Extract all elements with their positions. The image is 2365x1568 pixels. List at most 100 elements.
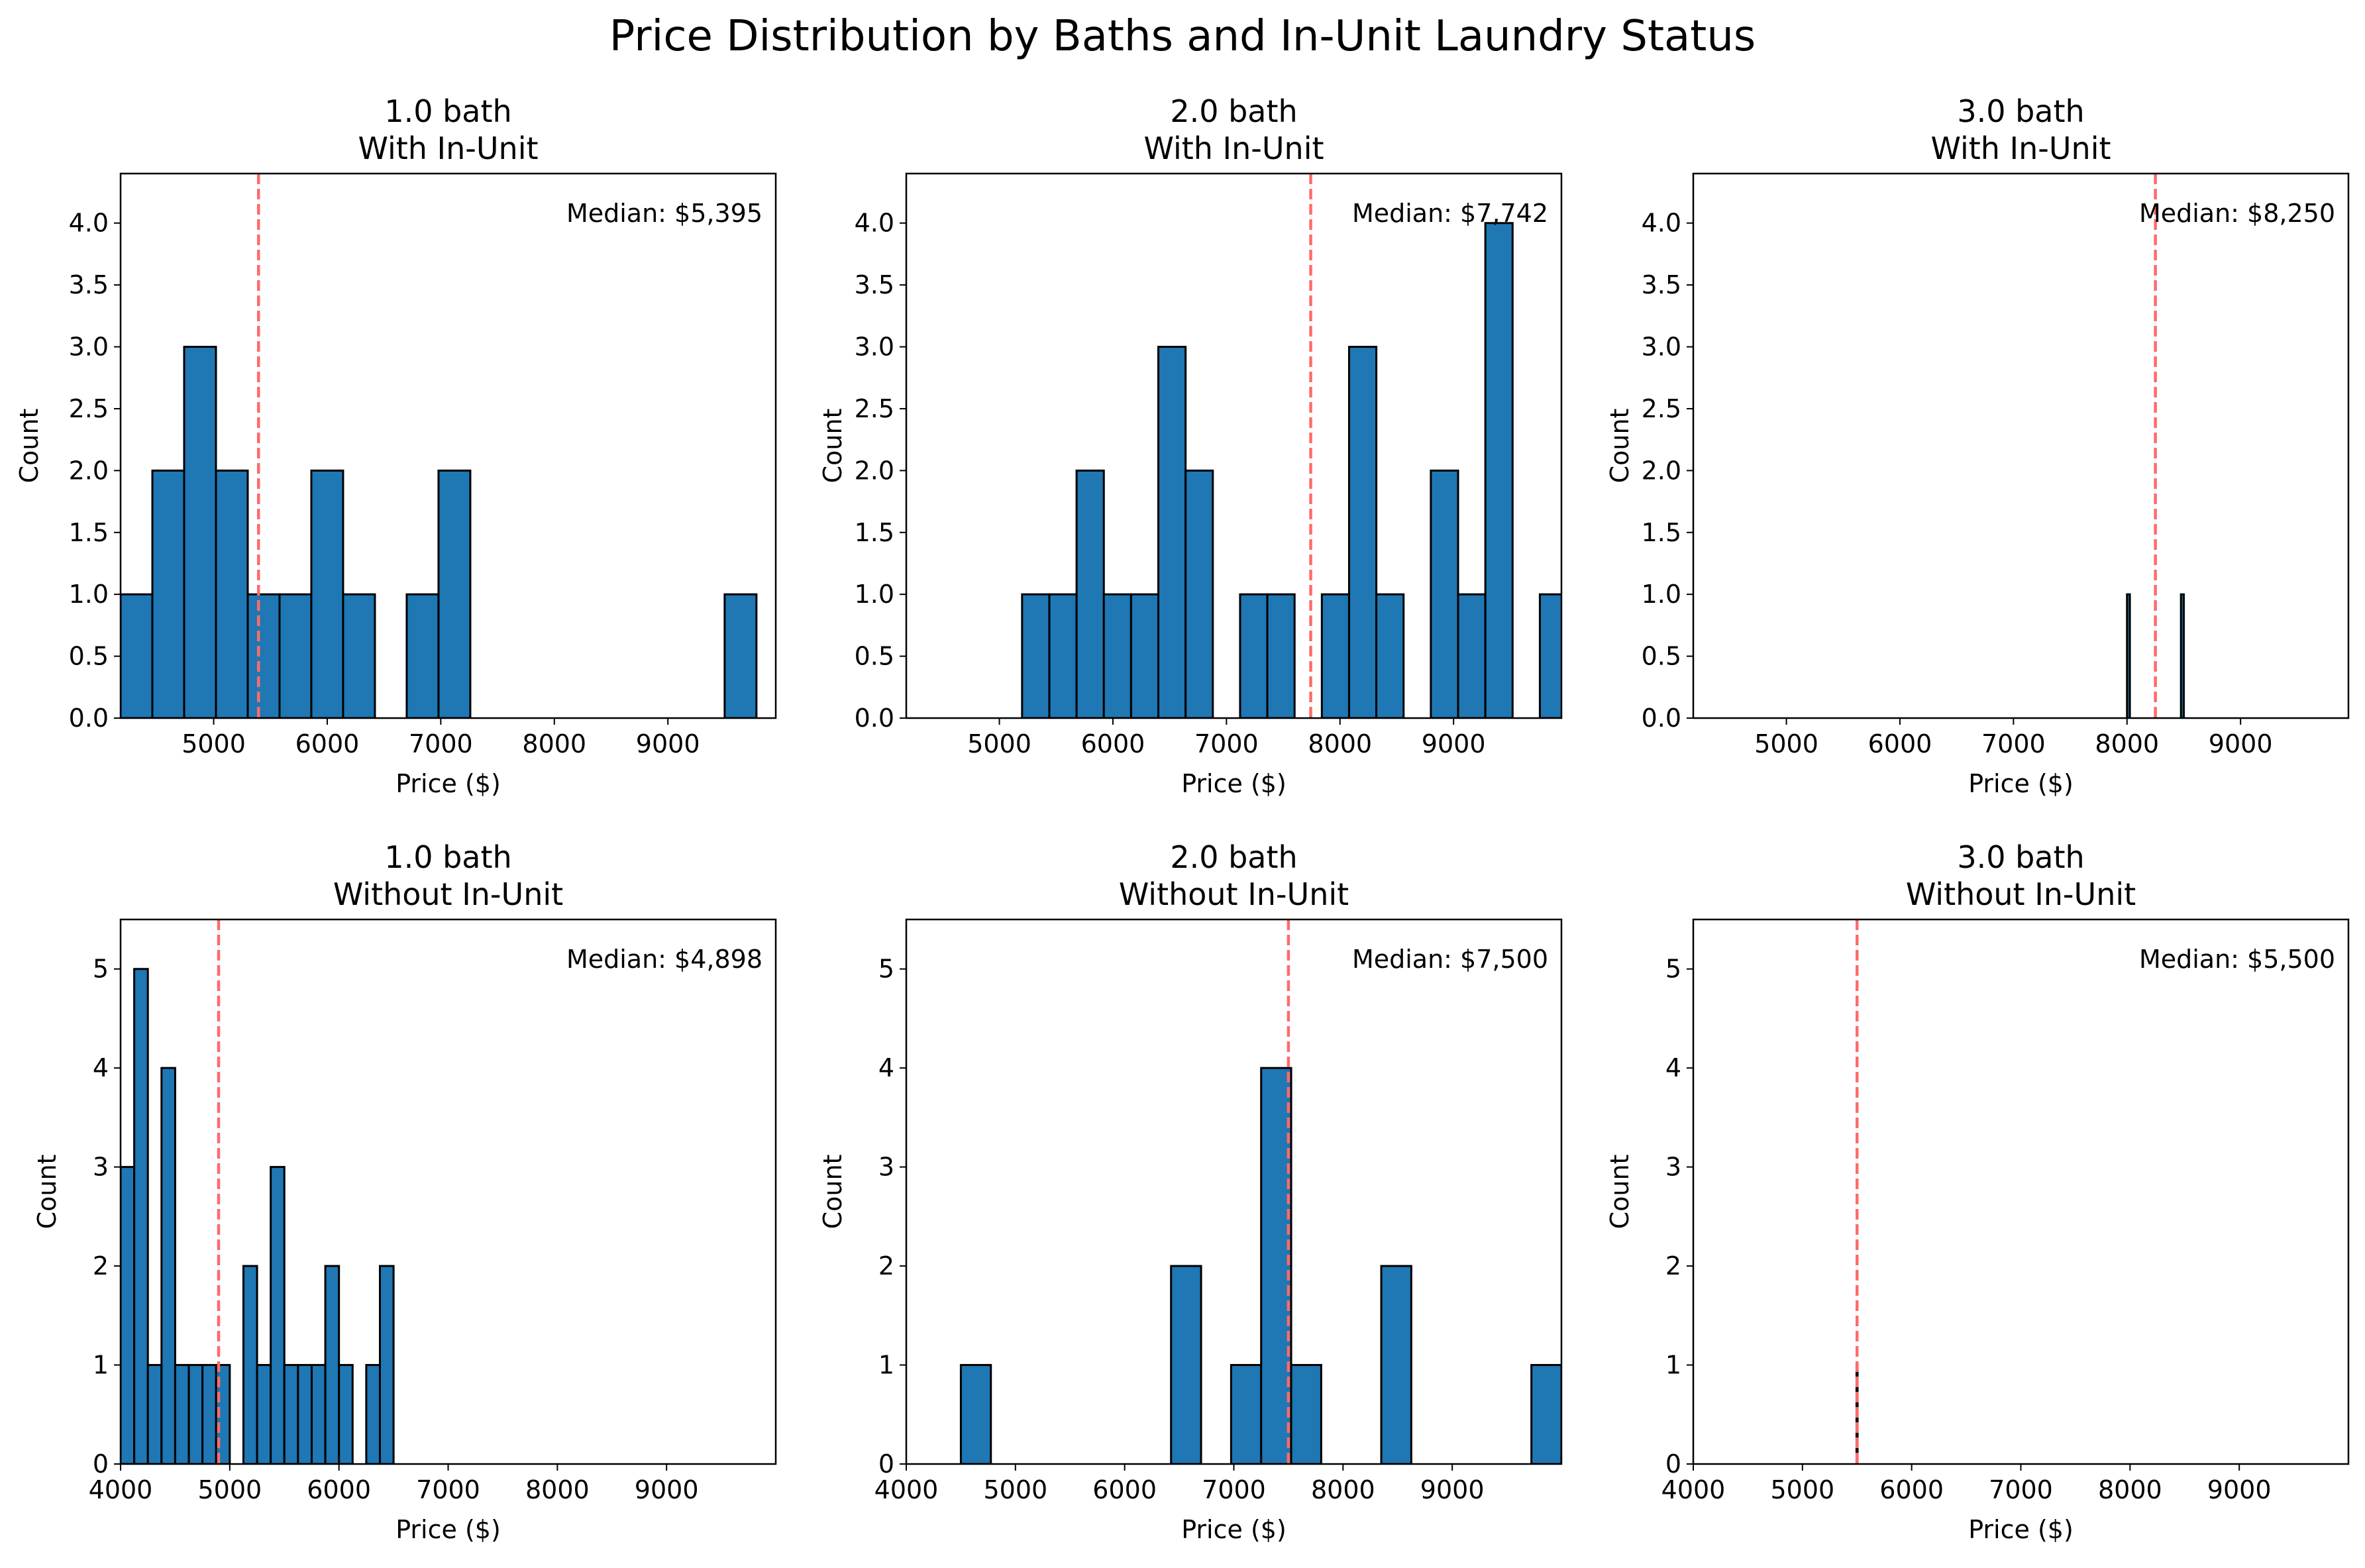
subplot-6: 0 1 2 3 4 5 4000 5000 6000 7000 8000 9000 3.0 bathWi…	[1605, 839, 2350, 1544]
x-tick-label: 7000	[1989, 1475, 2053, 1504]
x-tick-label: 8000	[1311, 1475, 1375, 1504]
histogram-bar	[151, 469, 185, 718]
y-tick-label: 3	[878, 1153, 894, 1182]
histogram-bar	[1239, 593, 1269, 718]
x-tick-label: 8000	[525, 1475, 590, 1504]
median-label: Median: $5,395	[566, 199, 762, 228]
x-tick-label: 7000	[1194, 729, 1259, 758]
x-tick-label: 8000	[2095, 729, 2159, 758]
y-tick-label: 0.0	[855, 704, 894, 733]
histogram-bar	[1530, 1364, 1561, 1464]
y-axis-label: Count	[1605, 1155, 1634, 1229]
y-tick-label: 1.0	[1642, 580, 1681, 609]
subplot-title: 2.0 bath	[1170, 839, 1297, 875]
histogram-bar	[365, 1364, 381, 1464]
x-tick-label: 4000	[89, 1475, 153, 1504]
x-tick-label: 7000	[416, 1475, 480, 1504]
x-axis-label: Price ($)	[395, 1515, 501, 1544]
histogram-bar	[437, 469, 472, 718]
subplot-subtitle: Without In-Unit	[1906, 876, 2136, 912]
subplot-subtitle: Without In-Unit	[1119, 876, 1349, 912]
histogram-bar	[338, 1364, 354, 1464]
bars	[1021, 222, 1561, 718]
histogram-bar	[1320, 593, 1350, 718]
x-axis-label: Price ($)	[1968, 769, 2074, 798]
histogram-bar	[405, 593, 440, 718]
histogram-bar	[1021, 593, 1051, 718]
y-tick-label: 5	[878, 955, 894, 984]
figure-title: Price Distribution by Baths and In-Unit …	[609, 12, 1756, 61]
bars	[121, 346, 758, 718]
x-tick-label: 9000	[1420, 1475, 1485, 1504]
axes-frame	[1692, 172, 2350, 719]
histogram-bar	[1157, 346, 1187, 718]
y-tick-label: 2.0	[855, 456, 894, 485]
histogram-bar	[297, 1364, 313, 1464]
subplot-4: 0 1 2 3 4 5 4000 5000 6000 7000 8000 9000 1.0 bathWi…	[32, 839, 777, 1544]
y-tick-label: 4	[1665, 1053, 1681, 1082]
histogram-bar	[1457, 593, 1487, 718]
histogram-bar	[1230, 1364, 1263, 1464]
histogram-bar	[723, 593, 758, 718]
histogram-bar	[1347, 346, 1378, 718]
y-tick-label: 2	[878, 1251, 894, 1281]
histogram-bar	[1184, 469, 1214, 718]
median-label: Median: $7,500	[1352, 945, 1548, 974]
x-tick-label: 7000	[1981, 729, 2046, 758]
y-tick-label: 1.0	[855, 580, 894, 609]
y-tick-label: 5	[93, 955, 109, 984]
y-tick-label: 4	[878, 1053, 894, 1082]
y-tick-label: 3.0	[855, 333, 894, 362]
y-tick-label: 2.5	[69, 394, 109, 423]
subplot-title: 3.0 bath	[1957, 93, 2084, 129]
y-tick-label: 4.0	[1642, 209, 1681, 238]
histogram-bar	[283, 1364, 299, 1464]
subplot-subtitle: With In-Unit	[1143, 131, 1324, 166]
histogram-bar	[256, 1364, 272, 1464]
histogram-bar	[242, 1265, 258, 1464]
y-tick-label: 4.0	[69, 209, 109, 238]
y-tick-label: 3.5	[1642, 270, 1681, 299]
histogram-bar	[1130, 593, 1160, 718]
subplot-subtitle: Without In-Unit	[333, 876, 563, 912]
y-tick-label: 2	[1665, 1251, 1681, 1281]
y-tick-label: 5	[1665, 955, 1681, 984]
histogram-bar	[1170, 1265, 1202, 1464]
x-axis-label: Price ($)	[1968, 1515, 2074, 1544]
y-tick-label: 2	[93, 1251, 109, 1281]
median-label: Median: $7,742	[1352, 199, 1548, 228]
x-tick-label: 9000	[636, 729, 700, 758]
histogram-bar	[1102, 593, 1132, 718]
histogram-bar	[310, 1364, 327, 1464]
y-axis-label: Count	[818, 1155, 847, 1229]
histogram-bar	[215, 469, 249, 718]
x-tick-label: 6000	[295, 729, 360, 758]
y-tick-label: 0	[93, 1449, 109, 1479]
axes-frame	[119, 172, 777, 719]
y-tick-label: 3.0	[69, 333, 109, 362]
x-tick-label: 9000	[635, 1475, 699, 1504]
x-tick-label: 7000	[1202, 1475, 1266, 1504]
x-tick-label: 8000	[1308, 729, 1372, 758]
x-tick-label: 6000	[1868, 729, 1932, 758]
histogram-bar	[324, 1265, 341, 1464]
axes-frame	[905, 172, 1563, 719]
y-axis-label: Count	[15, 409, 44, 484]
x-axis-label: Price ($)	[1181, 769, 1287, 798]
x-tick-label: 6000	[1081, 729, 1145, 758]
y-tick-label: 3	[1665, 1153, 1681, 1182]
median-label: Median: $5,500	[2139, 945, 2335, 974]
y-tick-label: 1.0	[69, 580, 109, 609]
y-tick-label: 3.5	[855, 270, 894, 299]
histogram-bar	[121, 1166, 136, 1464]
bars	[121, 968, 395, 1464]
bars	[2126, 593, 2185, 718]
histogram-bar	[160, 1067, 176, 1464]
y-tick-label: 4	[93, 1053, 109, 1082]
histogram-bar	[1075, 469, 1105, 718]
histogram-bar	[1484, 222, 1514, 718]
y-tick-label: 2.5	[855, 394, 894, 423]
histogram-bar	[1048, 593, 1078, 718]
subplot-title: 3.0 bath	[1957, 839, 2084, 875]
histogram-bar	[1266, 593, 1296, 718]
